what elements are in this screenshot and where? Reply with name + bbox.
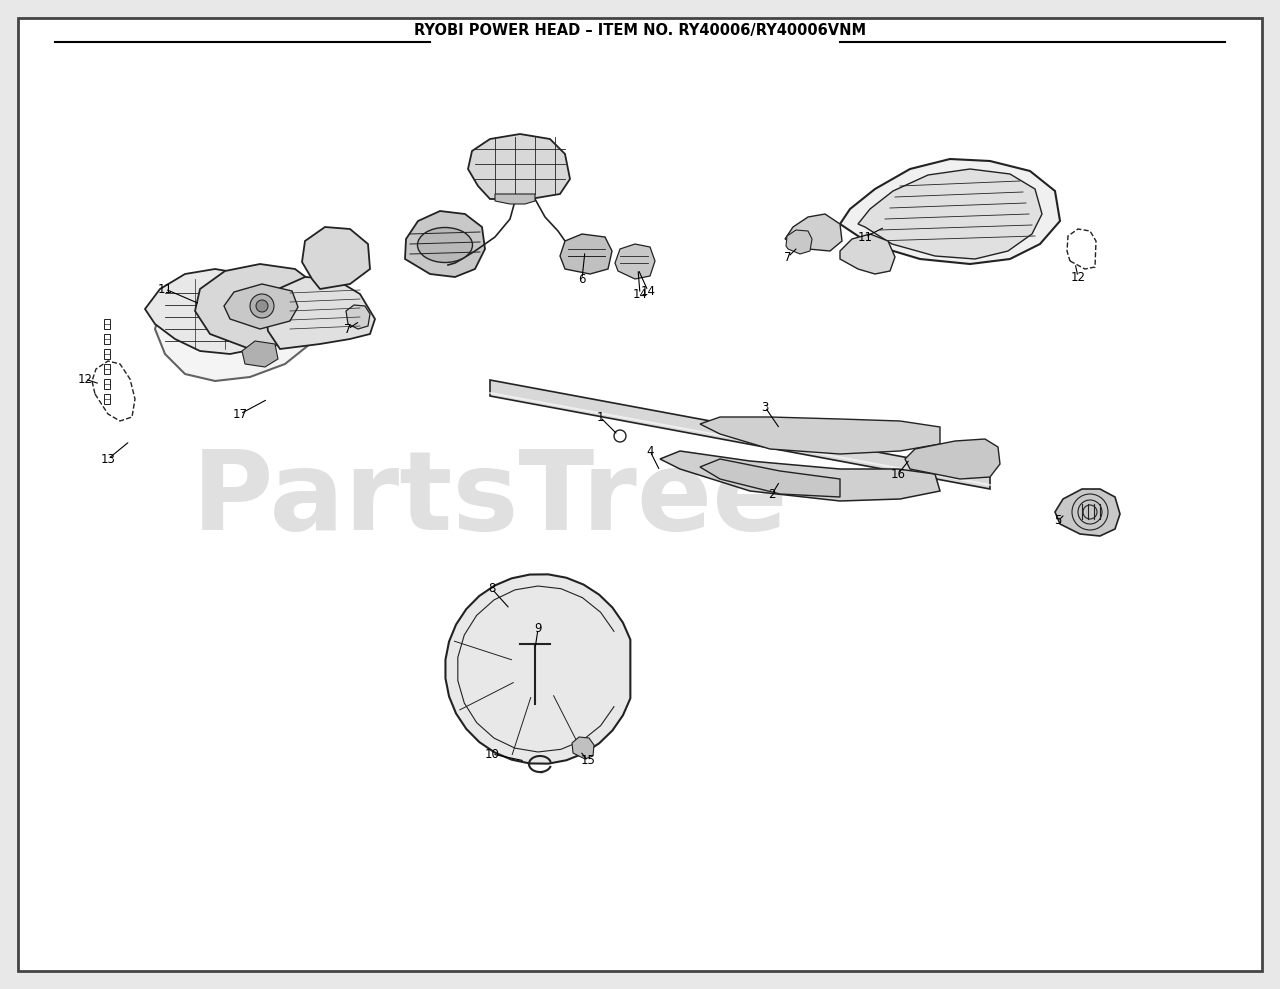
Circle shape: [256, 300, 268, 312]
Polygon shape: [700, 459, 840, 497]
Polygon shape: [145, 269, 280, 354]
Circle shape: [614, 430, 626, 442]
Polygon shape: [785, 214, 842, 251]
Text: 8: 8: [488, 583, 495, 595]
Text: 13: 13: [101, 453, 115, 466]
Polygon shape: [224, 284, 298, 329]
Text: 12: 12: [78, 373, 92, 386]
Text: PartsTree: PartsTree: [192, 445, 788, 553]
Polygon shape: [700, 417, 940, 454]
Polygon shape: [840, 234, 895, 274]
Text: 14: 14: [632, 288, 648, 301]
Text: 11: 11: [858, 230, 873, 243]
Text: 3: 3: [762, 401, 769, 413]
Text: ™: ™: [713, 463, 746, 495]
Polygon shape: [302, 227, 370, 289]
Polygon shape: [242, 341, 278, 367]
Polygon shape: [840, 159, 1060, 264]
Polygon shape: [858, 169, 1042, 259]
Polygon shape: [572, 737, 594, 759]
Text: 10: 10: [485, 748, 499, 761]
Polygon shape: [195, 264, 320, 349]
Ellipse shape: [417, 227, 472, 262]
Polygon shape: [468, 134, 570, 199]
Polygon shape: [155, 279, 315, 381]
Polygon shape: [104, 334, 110, 344]
Polygon shape: [1055, 489, 1120, 536]
Polygon shape: [346, 305, 370, 329]
Polygon shape: [445, 575, 630, 764]
Polygon shape: [104, 364, 110, 374]
Text: 1: 1: [596, 410, 604, 423]
Polygon shape: [905, 439, 1000, 479]
Text: 16: 16: [891, 468, 905, 481]
Polygon shape: [104, 379, 110, 389]
Text: 14: 14: [640, 285, 655, 298]
Polygon shape: [92, 361, 134, 421]
Polygon shape: [104, 319, 110, 329]
Text: 9: 9: [534, 622, 541, 636]
Polygon shape: [104, 349, 110, 359]
Polygon shape: [404, 211, 485, 277]
Polygon shape: [490, 380, 989, 489]
Text: 15: 15: [581, 755, 595, 767]
Text: RYOBI POWER HEAD – ITEM NO. RY40006/RY40006VNM: RYOBI POWER HEAD – ITEM NO. RY40006/RY40…: [413, 23, 867, 38]
Text: 6: 6: [579, 273, 586, 286]
Polygon shape: [614, 244, 655, 279]
Text: 7: 7: [344, 322, 352, 335]
Text: 17: 17: [233, 407, 247, 420]
Polygon shape: [660, 451, 940, 501]
Polygon shape: [104, 394, 110, 404]
Polygon shape: [495, 194, 535, 204]
Polygon shape: [265, 277, 375, 349]
Text: 5: 5: [1055, 514, 1061, 527]
Polygon shape: [561, 234, 612, 274]
Text: 2: 2: [768, 488, 776, 500]
Text: 7: 7: [785, 250, 792, 263]
Text: 4: 4: [646, 444, 654, 458]
Polygon shape: [1068, 229, 1096, 269]
Text: 12: 12: [1070, 271, 1085, 284]
Polygon shape: [786, 230, 812, 254]
Circle shape: [250, 294, 274, 318]
Text: 11: 11: [157, 283, 173, 296]
